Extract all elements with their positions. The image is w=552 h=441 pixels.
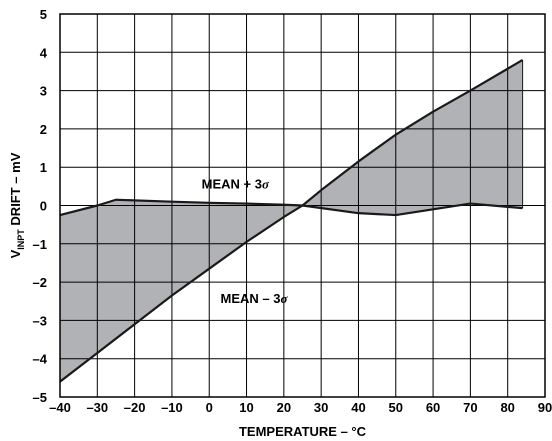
y-tick-label: 0 [40,199,47,214]
y-axis-title-subscript: INPT [16,229,26,250]
series-line-mean-minus-3sigma [59,59,524,383]
y-tick-label: 4 [40,45,48,60]
x-tick-label: 20 [277,400,291,415]
y-tick-labels: 5 4 3 2 1 0 –1 –2 –3 –4 –5 [33,7,48,405]
y-tick-label: –2 [33,275,47,290]
y-axis-title-rest: DRIFT – mV [8,152,23,229]
mean-plus-3sigma-label: MEAN + 3σ [202,176,270,191]
y-axis-title: VINPT DRIFT – mV [8,152,26,258]
y-tick-label: –3 [33,313,47,328]
sigma-symbol: σ [262,176,270,191]
x-tick-labels: –40 –30 –20 –10 0 10 20 30 40 50 60 70 80 90 [49,400,552,415]
sigma-symbol: σ [280,291,288,306]
y-tick-label: –1 [33,237,47,252]
x-tick-label: 30 [314,400,328,415]
x-tick-label: –10 [161,400,183,415]
y-tick-label: 5 [40,7,47,22]
x-tick-label: 50 [389,400,403,415]
x-tick-label: 90 [538,400,552,415]
x-tick-label: 40 [351,400,365,415]
series-lines [59,59,524,383]
drift-band-fill [60,59,523,382]
series-line-mean-plus-3sigma [59,198,523,217]
x-tick-label: –20 [124,400,146,415]
x-axis-title: TEMPERATURE – °C [239,424,367,439]
plot-frame [59,13,546,398]
y-tick-label: 1 [40,160,47,175]
y-tick-label: –4 [33,352,48,367]
x-tick-label: 70 [463,400,477,415]
x-tick-label: –40 [49,400,71,415]
x-tick-label: 60 [426,400,440,415]
x-tick-label: 80 [500,400,514,415]
x-tick-label: 10 [239,400,253,415]
x-tick-label: –30 [86,400,108,415]
mean-plus-3sigma-text: MEAN + 3 [202,176,262,191]
y-axis-title-main: V [8,249,23,258]
drift-band-area [60,59,523,382]
mean-minus-3sigma-label: MEAN – 3σ [221,291,289,306]
y-tick-label: 3 [40,84,47,99]
x-tick-label: 0 [206,400,213,415]
y-tick-label: –5 [33,390,47,405]
y-tick-label: 2 [40,122,47,137]
mean-minus-3sigma-text: MEAN – 3 [221,291,281,306]
